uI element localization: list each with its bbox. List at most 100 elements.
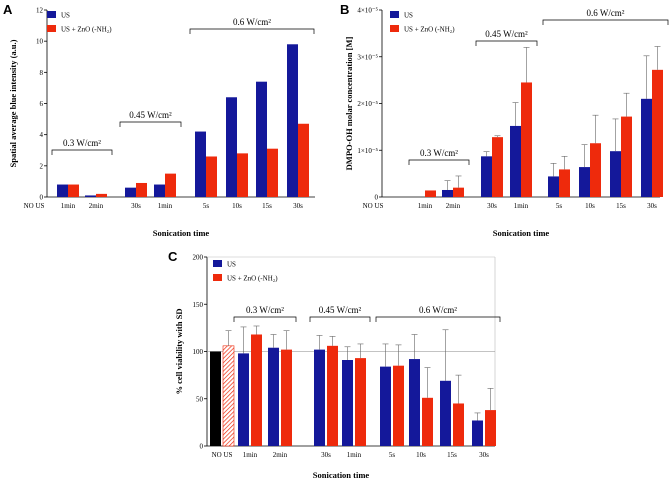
panel-c-power-bracket xyxy=(233,316,297,322)
chart-panel-c: C 0 50 100 150 200 % cell viability with SD Son… xyxy=(168,249,501,480)
panel-a-bar-zno xyxy=(165,173,176,197)
panel-c-bar-us xyxy=(472,420,483,446)
panel-a-y-axis-label: Spatial average blue intensity (a.u.) xyxy=(8,39,18,167)
panel-b-bar-zno xyxy=(521,82,532,197)
panel-a-bar-us xyxy=(125,187,136,197)
panel-c-y-tick-label: 200 xyxy=(193,254,204,262)
panel-b-bar-zno xyxy=(652,69,663,197)
panel-b-x-tick-label: 15s xyxy=(616,202,626,210)
panel-a-power-label: 0.6 W/cm² xyxy=(233,17,271,27)
panel-a-y-tick-label: 2 xyxy=(40,162,44,170)
panel-a-legend-label-zno: US + ZnO (-NH₂) xyxy=(61,26,112,34)
panel-a-x-tick-label: NO US xyxy=(24,202,45,210)
chart-panel-a: A 0 2 4 6 8 10 12 Spatial average blue intensity… xyxy=(3,2,315,238)
panel-a-x-tick-label: 1min xyxy=(158,202,173,210)
panel-c-x-tick-label: 30s xyxy=(479,451,489,459)
panel-b-power-label: 0.3 W/cm² xyxy=(420,148,458,158)
panel-b-y-tick-label: 3×10⁻⁵ xyxy=(357,53,378,61)
panel-a-bar-zno xyxy=(267,148,278,197)
panel-b-bar-us xyxy=(579,167,590,197)
panel-b-x-tick-label: 1min xyxy=(418,202,433,210)
panel-a-y-tick-label: 8 xyxy=(40,69,44,77)
panel-a-x-tick-label: 10s xyxy=(232,202,242,210)
panel-b-y-tick-label: 4×10⁻⁵ xyxy=(357,7,378,15)
panel-b-bar-zno xyxy=(621,116,632,197)
panel-b-bar-zno xyxy=(453,187,464,197)
panel-a-bar-us xyxy=(154,184,165,197)
panel-c-bar-us xyxy=(409,359,420,446)
panel-c-bar-zno xyxy=(222,345,235,447)
panel-c-x-tick-label: 10s xyxy=(416,451,426,459)
panel-a-power-label: 0.45 W/cm² xyxy=(129,110,172,120)
panel-a-bar-zno xyxy=(136,182,147,197)
panel-a-bar-zno xyxy=(68,184,79,197)
panel-b-bar-zno xyxy=(590,143,601,197)
panel-a-x-tick-label: 15s xyxy=(262,202,272,210)
panel-b-bar-us xyxy=(510,125,521,197)
panel-c-legend-swatch-zno xyxy=(213,274,222,281)
panel-c-bar-us xyxy=(380,366,391,446)
panel-b-bar-us xyxy=(610,151,621,197)
panel-c-y-tick-label: 100 xyxy=(193,348,204,356)
panel-c-bar-us xyxy=(342,360,353,446)
panel-b-bar-zno xyxy=(425,190,436,197)
panel-c-bar-us xyxy=(440,380,451,446)
panel-a-bar-zno xyxy=(206,156,217,197)
panel-a-letter: A xyxy=(3,2,13,17)
panel-a-bar-us xyxy=(226,97,237,197)
panel-c-power-label: 0.3 W/cm² xyxy=(246,305,284,315)
panel-b-legend-swatch-us xyxy=(390,11,399,18)
panel-c-letter: C xyxy=(168,249,178,264)
panel-a-x-axis-label: Sonication time xyxy=(153,228,210,238)
panel-c-bar-zno xyxy=(393,365,404,446)
panel-a-x-tick-label: 2min xyxy=(89,202,104,210)
panel-c-x-tick-label: 1min xyxy=(347,451,362,459)
panel-a-bar-us xyxy=(287,44,298,198)
panel-c-power-bracket xyxy=(375,316,501,322)
panel-b-bar-zno xyxy=(559,169,570,197)
panel-a-y-tick-label: 6 xyxy=(40,100,44,108)
panel-c-bar-zno xyxy=(281,349,292,446)
panel-b-bar-us xyxy=(442,189,453,197)
panel-c-y-axis-label: % cell viability with SD xyxy=(174,309,184,395)
panel-a-bar-us xyxy=(256,81,267,197)
panel-c-bar-us xyxy=(238,353,249,446)
panel-b-x-tick-label: 2min xyxy=(446,202,461,210)
panel-a-y-tick-label: 4 xyxy=(40,131,44,139)
panel-c-x-tick-label: 30s xyxy=(321,451,331,459)
panel-b-legend-label-zno: US + ZnO (-NH₂) xyxy=(404,26,455,34)
panel-b-bar-us xyxy=(548,176,559,197)
panel-a-power-label: 0.3 W/cm² xyxy=(63,138,101,148)
panel-c-bar-zno xyxy=(251,334,262,446)
panel-b-legend-swatch-zno xyxy=(390,25,399,32)
panel-c-bar-zno xyxy=(422,397,433,446)
panel-b-x-tick-label: 30s xyxy=(647,202,657,210)
panel-c-bar-zno xyxy=(355,358,366,446)
panel-c-y-tick-label: 150 xyxy=(193,301,204,309)
panel-a-bar-zno xyxy=(237,153,248,197)
panel-b-bar-us xyxy=(481,156,492,197)
panel-c-power-bracket xyxy=(309,316,371,322)
panel-c-power-label: 0.45 W/cm² xyxy=(319,305,362,315)
panel-a-x-tick-label: 1min xyxy=(61,202,76,210)
panel-a-legend-swatch-us xyxy=(47,11,56,18)
panel-b-y-tick-label: 0 xyxy=(375,194,379,202)
panel-b-x-tick-label: 30s xyxy=(487,202,497,210)
panel-b-bar-zno xyxy=(492,137,503,197)
panel-c-x-tick-label: NO US xyxy=(212,451,233,459)
panel-a-x-tick-label: 5s xyxy=(203,202,210,210)
panel-a-bar-zno xyxy=(96,193,107,197)
panel-c-bar-zno xyxy=(485,410,496,446)
panel-a-legend-swatch-zno xyxy=(47,25,56,32)
panel-b-power-bracket xyxy=(408,159,470,165)
panel-a-y-tick-label: 0 xyxy=(40,194,44,202)
panel-b-letter: B xyxy=(340,2,349,17)
panel-a-y-tick-label: 10 xyxy=(36,38,44,46)
panel-b-x-axis-label: Sonication time xyxy=(493,228,550,238)
chart-panel-b: B 0 1×10⁻⁵ 2×10⁻⁵ 3×10⁻⁵ 4×10⁻⁵ DMPO-OH molar … xyxy=(340,2,669,238)
panel-b-legend-label-us: US xyxy=(404,12,413,20)
panel-a-power-bracket xyxy=(189,28,315,34)
panel-b-x-tick-label: 1min xyxy=(514,202,529,210)
panel-a-power-bracket xyxy=(51,149,113,155)
panel-c-x-tick-label: 15s xyxy=(447,451,457,459)
